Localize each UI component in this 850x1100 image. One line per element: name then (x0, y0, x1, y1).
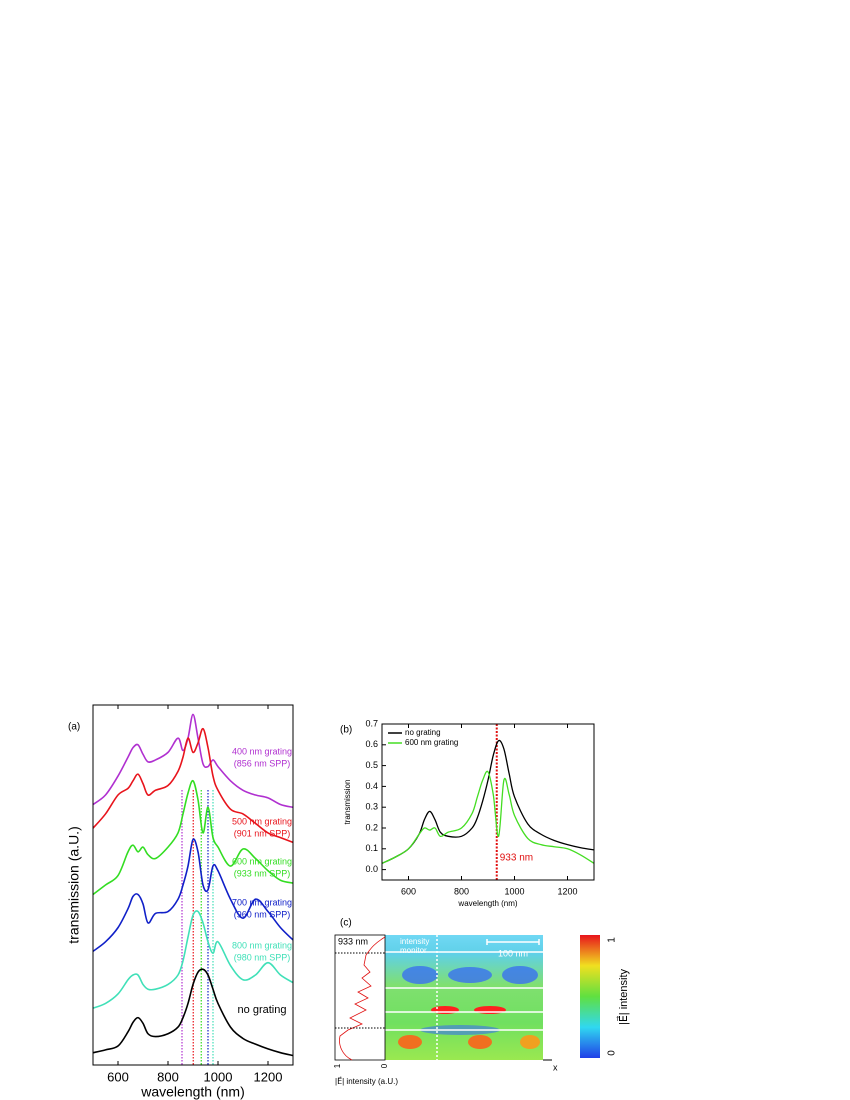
panel-label: (b) (340, 725, 352, 736)
series-line (92, 910, 294, 1009)
x-tick-label: 1200 (557, 886, 577, 896)
plot-frame (92, 704, 294, 1066)
field-blob (398, 1035, 422, 1049)
series-label: 400 nm grating (232, 746, 292, 756)
wavelength-label: 933 nm (338, 936, 368, 946)
profile-curve (339, 936, 386, 1061)
profile-tick: 0 (380, 1063, 389, 1068)
colorbar-tick: 1 (607, 937, 618, 943)
y-tick-label: 0.6 (365, 739, 378, 749)
x-tick-label: 1200 (254, 1069, 283, 1084)
series-label: no grating (238, 1004, 287, 1016)
series-line (381, 739, 595, 864)
plot-frame (381, 723, 595, 881)
series-line (92, 727, 294, 844)
y-tick-label: 0.5 (365, 760, 378, 770)
panel-label: (c) (340, 918, 352, 929)
series-label: (980 nm SPP) (234, 952, 291, 962)
y-tick-label: 0.3 (365, 802, 378, 812)
x-tick-label: 1000 (504, 886, 524, 896)
series-label: 800 nm grating (232, 940, 292, 950)
field-blob (468, 1035, 492, 1049)
y-axis-title: transmission (343, 780, 352, 825)
series-line (381, 770, 595, 864)
chart: (a) 600 800 1000 1200 wavelength (nm) transmis… (66, 704, 294, 1100)
series-label: (960 nm SPP) (234, 909, 291, 919)
monitor-label: monitor (400, 946, 427, 955)
field-blob (502, 966, 538, 984)
x-tick-label: 600 (107, 1069, 129, 1084)
y-tick-label: 0.2 (365, 822, 378, 832)
x-tick-label: 600 (401, 886, 416, 896)
series-label: 700 nm grating (232, 897, 292, 907)
legend-label: 600 nm grating (405, 738, 458, 747)
series-label: (856 nm SPP) (234, 758, 291, 768)
panel-label: (a) (68, 722, 80, 733)
scale-bar-label: 100 nm (498, 948, 528, 958)
x-tick-label: 800 (157, 1069, 179, 1084)
series-label: 600 nm grating (232, 856, 292, 866)
x-tick-label: 800 (454, 886, 469, 896)
x-axis-title: wavelength (nm) (457, 899, 517, 908)
field-blob (520, 1035, 540, 1049)
field-blob (474, 1006, 506, 1014)
profile-label: |E⃗| intensity (a.U.) (335, 1076, 398, 1086)
series-line (92, 838, 294, 952)
monitor-label: intensity (400, 937, 429, 946)
x-axis-title: wavelength (nm) (140, 1084, 245, 1100)
field-map: (c) intensity monitor 100 nm x 933 nm 1 … (333, 918, 630, 1086)
field-blob (448, 967, 492, 983)
field-blob (431, 1006, 459, 1014)
series-label: (901 nm SPP) (234, 828, 291, 838)
y-axis-title: transmission (a.U.) (66, 826, 82, 943)
colorbar-tick: 0 (607, 1050, 618, 1056)
profile-frame (334, 934, 386, 1061)
y-tick-label: 0.1 (365, 843, 378, 853)
series-line (92, 779, 294, 896)
legend-label: no grating (405, 728, 441, 737)
series-line (92, 968, 294, 1057)
scale-bar (486, 939, 540, 945)
y-tick-label: 0.0 (365, 864, 378, 874)
x-axis-label: x (553, 1062, 558, 1072)
colorbar-label: |E⃗| intensity (616, 968, 630, 1025)
field-blob (402, 966, 438, 984)
y-tick-label: 0.7 (365, 718, 378, 728)
series-label: 500 nm grating (232, 816, 292, 826)
x-tick-label: 1000 (204, 1069, 233, 1084)
annotation-label: 933 nm (500, 853, 533, 864)
profile-tick: 1 (333, 1063, 342, 1068)
chart: (b) 600 800 1000 1200 0.0 0.1 0.2 0.3 0.4 0.5 0.6 0.… (340, 718, 595, 908)
y-tick-label: 0.4 (365, 781, 378, 791)
series-label: (933 nm SPP) (234, 868, 291, 878)
colorbar (580, 935, 600, 1058)
